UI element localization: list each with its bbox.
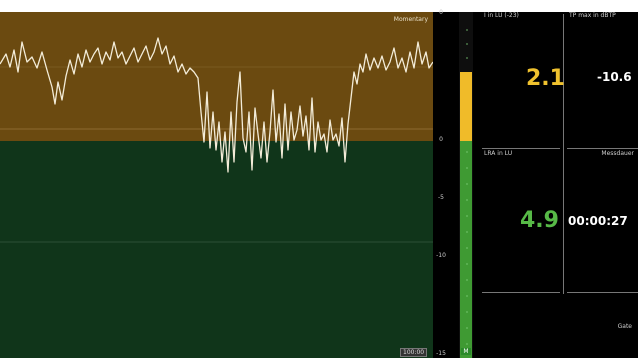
graph-lower-zone: [0, 141, 433, 358]
loudness-range-value: 4.9: [520, 208, 559, 233]
integrated-loudness-value: 2.1: [526, 66, 565, 91]
true-peak-panel: TP max in dBTP -10.6: [565, 12, 638, 147]
true-peak-label: TP max in dBTP: [569, 12, 616, 19]
graph-mode-label: Momentary: [393, 16, 428, 23]
panel-divider-h2-left: [482, 292, 560, 293]
meter-mode-label: M: [461, 348, 471, 355]
panel-divider-h1-left: [482, 148, 560, 149]
meter-scale-label-minus5: -5: [438, 194, 444, 201]
panel-divider-vertical: [563, 14, 564, 294]
measurement-duration-panel: Messdauer 00:00:27: [565, 150, 638, 290]
loudness-range-label: LRA in LU: [484, 150, 513, 157]
true-peak-value: -10.6: [597, 70, 632, 84]
gate-panel: Gate: [565, 293, 638, 358]
time-scale-readout[interactable]: 100:00: [400, 348, 428, 357]
loudness-history-graph: Momentary 100:00: [0, 12, 433, 358]
meter-bar-yellow: [460, 72, 472, 141]
meter-tick-marks: [466, 29, 468, 345]
meter-bar-green: [460, 141, 472, 358]
loudness-range-panel: LRA in LU 4.9: [480, 150, 562, 290]
loudness-graph-canvas: [0, 12, 433, 358]
top-caption-strip: [0, 0, 638, 12]
meter-scale-label-minus15: -15: [436, 350, 446, 357]
meter-scale-label-0-ref: 0: [439, 136, 443, 143]
integrated-loudness-panel: I in LU (-23) 2.1: [480, 12, 565, 147]
meter-scale-label-0: 0: [439, 9, 443, 16]
momentary-level-meter: 0 0 -5 -10 -15: [433, 9, 478, 358]
graph-upper-zone: [0, 12, 433, 141]
panel-divider-h2-right: [567, 292, 638, 293]
meter-canvas: [459, 12, 473, 358]
meter-scale-label-minus10: -10: [436, 252, 446, 259]
gate-label: Gate: [617, 323, 632, 330]
momentary-loudness-trace: [0, 37, 433, 173]
measurement-duration-label: Messdauer: [601, 150, 634, 157]
measurement-duration-value: 00:00:27: [568, 214, 628, 228]
panel-divider-h1-right: [567, 148, 638, 149]
integrated-loudness-label: I in LU (-23): [484, 12, 519, 19]
